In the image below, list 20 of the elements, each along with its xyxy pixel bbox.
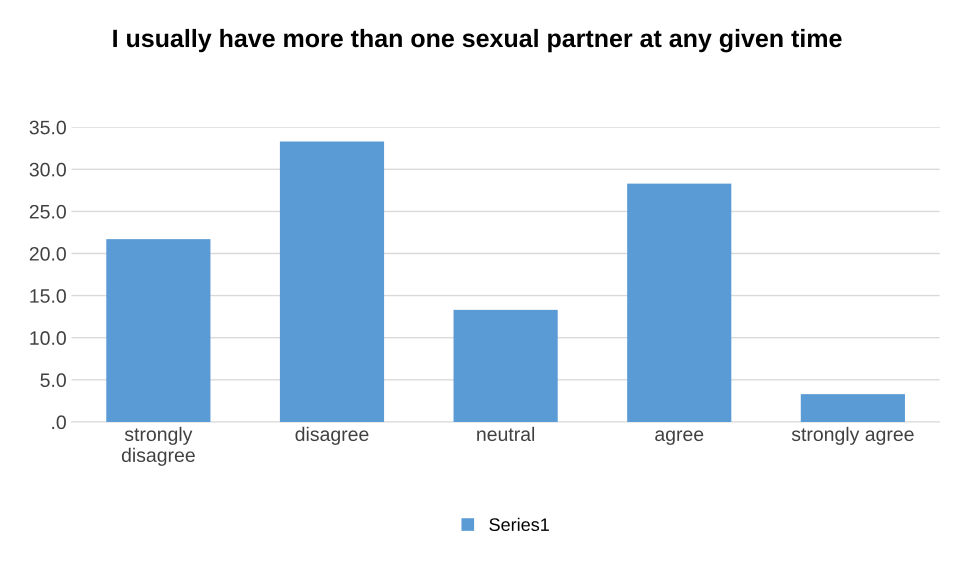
chart-title: I usually have more than one sexual partner at any given time: [113, 28, 842, 52]
y-tick-label: 35.0: [30, 120, 66, 134]
y-tick-label: .0: [52, 415, 66, 430]
x-tick-label: strongly agree: [792, 426, 914, 445]
bar: [454, 310, 558, 422]
bar: [280, 141, 384, 422]
x-tick-label: agree: [655, 430, 704, 445]
bar: [106, 239, 210, 422]
x-tick-label: neutral: [477, 426, 534, 442]
bar: [627, 184, 732, 422]
y-tick-label: 20.0: [30, 246, 66, 261]
bar: [800, 394, 905, 422]
y-tick-label: 5.0: [40, 373, 66, 388]
x-tick-label: strongly disagree: [122, 426, 195, 466]
y-tick-label: 15.0: [30, 289, 66, 303]
legend-label: Series1: [489, 518, 549, 532]
x-tick-label: disagree: [296, 426, 368, 445]
y-tick-label: 25.0: [30, 204, 66, 219]
y-tick-label: 30.0: [30, 162, 66, 177]
y-tick-label: 10.0: [30, 331, 66, 345]
